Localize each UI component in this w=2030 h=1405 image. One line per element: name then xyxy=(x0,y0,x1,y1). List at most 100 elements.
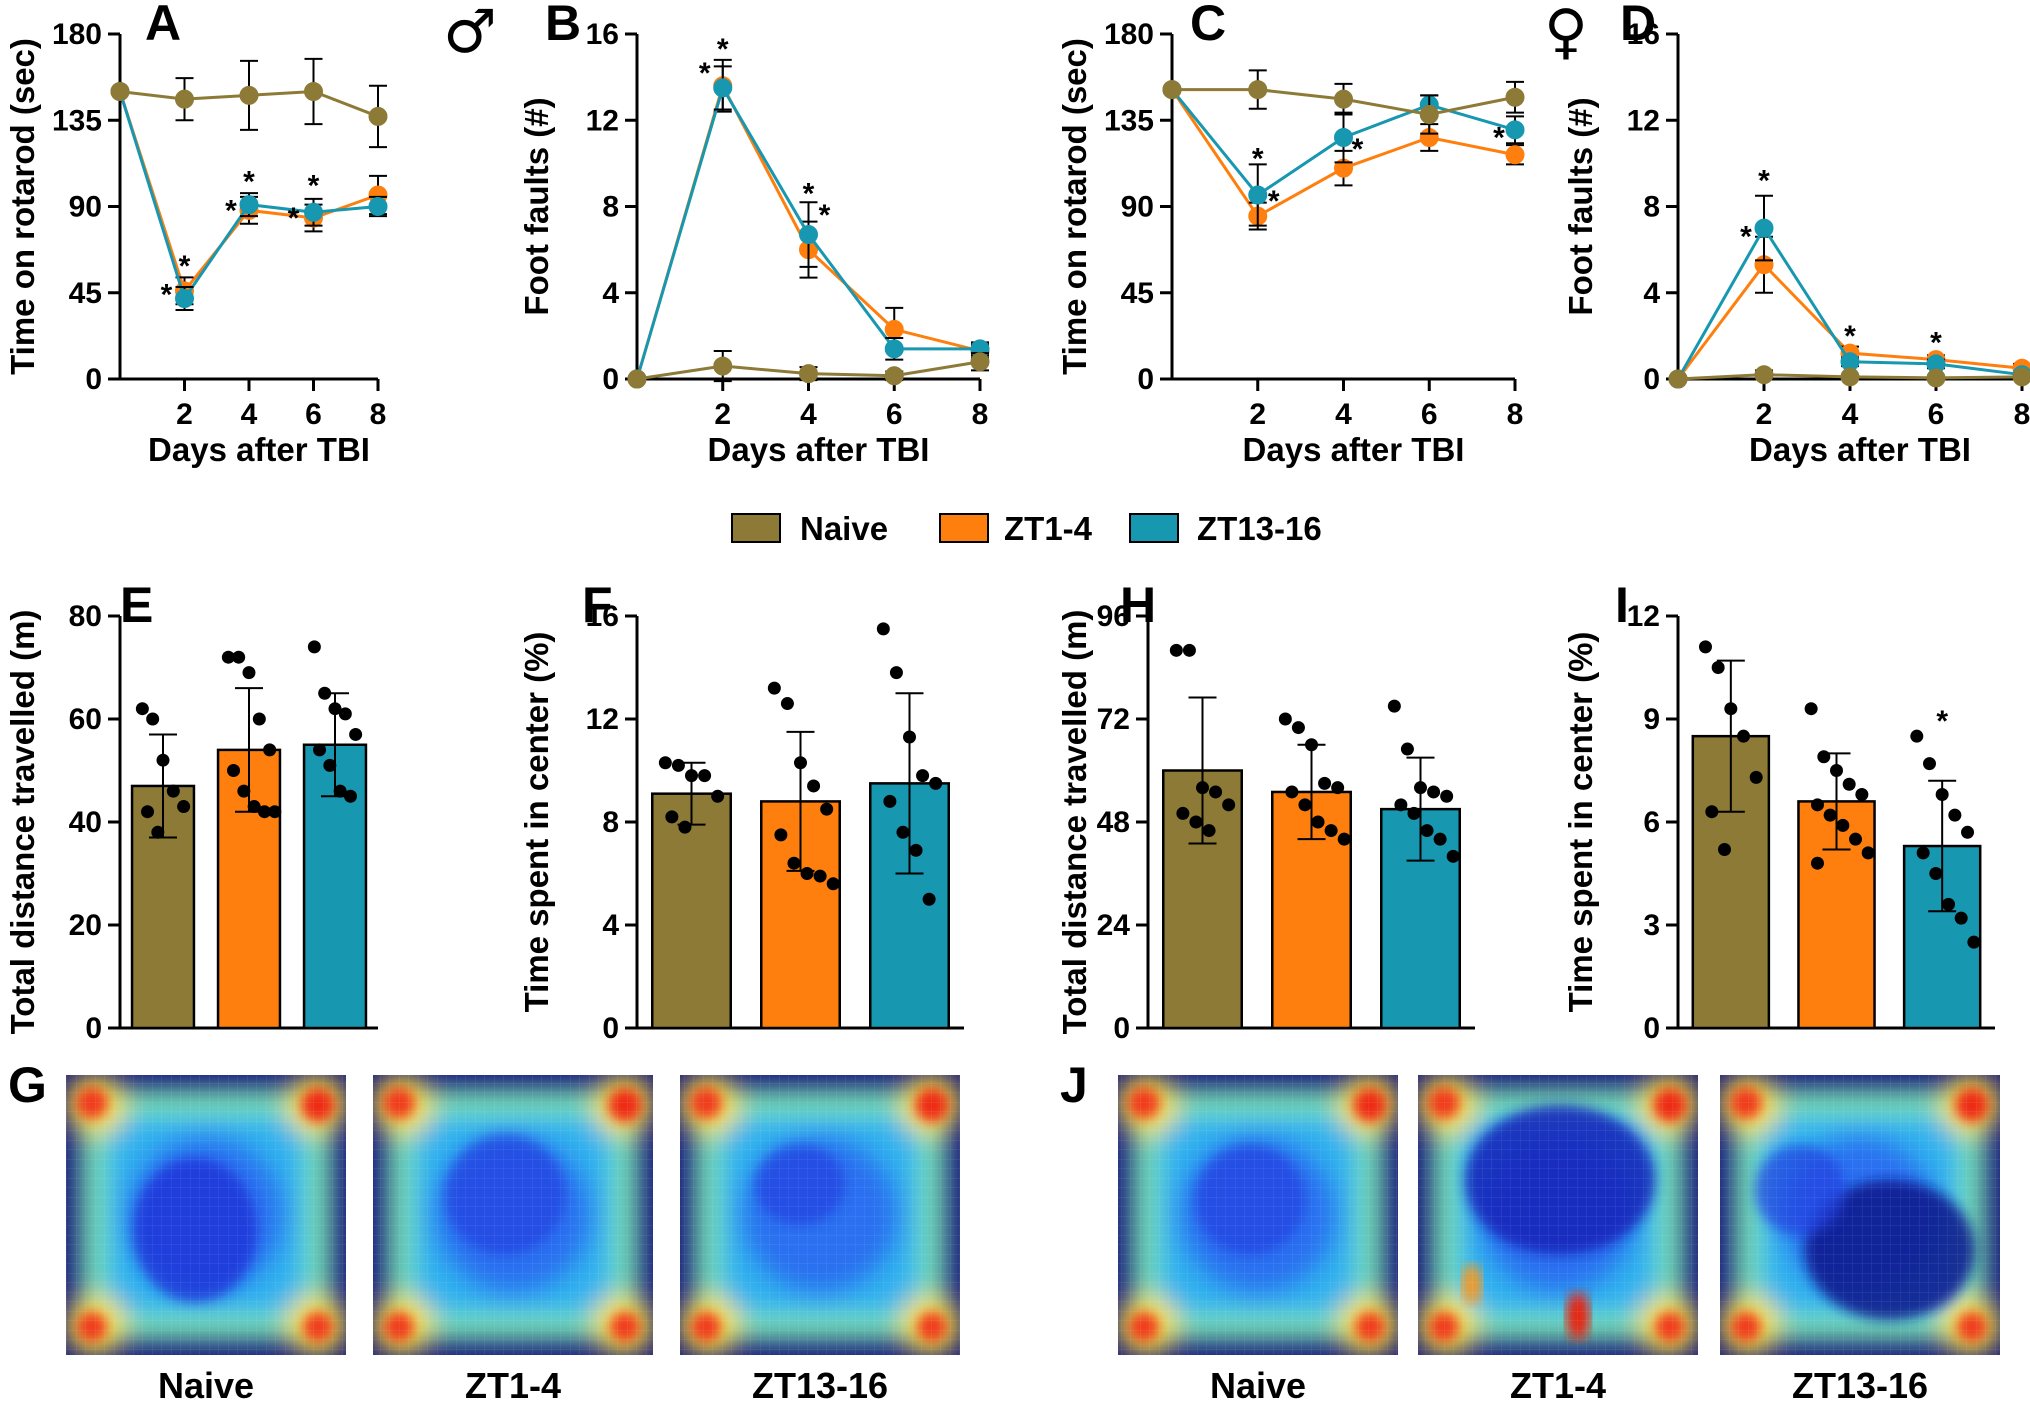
individual-point xyxy=(1724,702,1738,716)
individual-point xyxy=(1414,781,1427,795)
heatmap-naive-female xyxy=(1118,1075,1398,1355)
y-tick-label: 4 xyxy=(602,277,619,310)
y-tick-label: 96 xyxy=(1097,600,1130,633)
significance-star: * xyxy=(1268,185,1280,218)
panel-label-D: D xyxy=(1620,0,1656,51)
individual-point xyxy=(1427,785,1441,799)
data-point xyxy=(1505,120,1525,140)
heatmap-zt1-4-male xyxy=(373,1075,653,1355)
y-tick-label: 8 xyxy=(1643,191,1660,224)
individual-point xyxy=(1394,798,1408,812)
individual-point xyxy=(909,843,923,857)
data-point xyxy=(175,289,194,308)
legend-label-zt1-4: ZT1-4 xyxy=(1004,510,1093,547)
significance-star: * xyxy=(803,178,815,211)
individual-point xyxy=(896,825,910,839)
y-tick-label: 90 xyxy=(69,191,102,224)
individual-point xyxy=(263,743,277,757)
legend-label-naive: Naive xyxy=(800,510,888,547)
y-tick-label: 0 xyxy=(1643,363,1660,396)
individual-point xyxy=(1929,867,1943,880)
panel-e: E 0 20 40 60 80 Total distance travelled (m) xyxy=(4,577,378,1045)
data-point xyxy=(1840,367,1860,387)
panel-label-C: C xyxy=(1190,0,1226,51)
individual-point xyxy=(318,686,332,700)
x-tick-label: 4 xyxy=(241,398,258,431)
male-symbol: ♂ xyxy=(443,0,497,67)
panel-label-J: J xyxy=(1060,1057,1088,1113)
bar-group-naive xyxy=(1162,643,1243,1030)
y-tick-label: 60 xyxy=(69,703,102,736)
individual-point xyxy=(1433,832,1447,846)
individual-point xyxy=(1298,798,1312,812)
data-point xyxy=(713,78,733,98)
individual-point xyxy=(1749,770,1763,784)
bar-group-naive xyxy=(651,756,732,1030)
x-tick-label: 8 xyxy=(2014,398,2030,431)
data-point xyxy=(799,225,818,245)
y-tick-label: 0 xyxy=(602,363,619,396)
individual-point xyxy=(1182,643,1196,657)
panel-label-E: E xyxy=(120,577,153,633)
individual-point xyxy=(313,743,327,757)
y-tick-label: 4 xyxy=(1643,277,1660,310)
individual-point xyxy=(1942,897,1956,911)
individual-point xyxy=(1176,806,1190,820)
y-tick-label: 80 xyxy=(69,600,102,633)
data-point xyxy=(1162,80,1182,100)
significance-star: * xyxy=(1930,326,1942,359)
data-point xyxy=(110,82,130,101)
individual-point xyxy=(247,800,261,814)
individual-point xyxy=(665,810,679,824)
individual-point xyxy=(257,805,271,819)
individual-point xyxy=(1830,764,1843,777)
panel-label-A: A xyxy=(145,0,181,51)
x-tick-label: 8 xyxy=(972,398,989,431)
individual-point xyxy=(889,666,903,680)
individual-point xyxy=(1935,788,1949,802)
significance-star: * xyxy=(288,202,300,235)
individual-point xyxy=(307,640,321,654)
heatmap-zt13-16-female xyxy=(1720,1075,2000,1355)
y-tick-label: 180 xyxy=(1104,18,1154,51)
individual-point xyxy=(1331,781,1345,795)
individual-point xyxy=(1318,776,1332,790)
significance-star: * xyxy=(717,33,729,66)
data-point xyxy=(884,319,904,339)
individual-point xyxy=(1910,729,1924,743)
data-point xyxy=(1754,365,1774,385)
data-point xyxy=(239,195,259,215)
heatmap-label-zt13-16-male: ZT13-16 xyxy=(752,1365,888,1405)
individual-point xyxy=(1169,643,1183,657)
y-tick-label: 0 xyxy=(602,1012,619,1045)
y-tick-label: 45 xyxy=(69,277,102,310)
legend-swatch-naive xyxy=(731,513,781,543)
individual-point xyxy=(922,892,936,906)
individual-point xyxy=(328,702,342,716)
individual-point xyxy=(1202,824,1216,838)
data-point xyxy=(2012,367,2030,387)
series-naive xyxy=(1668,365,2030,389)
y-axis-title: Time on rotarod (sec) xyxy=(4,38,41,375)
y-tick-label: 16 xyxy=(586,600,619,633)
individual-point xyxy=(1400,742,1414,756)
y-tick-label: 72 xyxy=(1097,703,1130,736)
panel-f: F 0 4 8 12 16 Time spent in center (%) xyxy=(518,577,964,1045)
individual-point xyxy=(711,789,725,803)
x-axis-title: Days after TBI xyxy=(148,431,370,468)
x-tick-label: 6 xyxy=(886,398,903,431)
heatmap-label-zt1-4-male: ZT1-4 xyxy=(465,1365,561,1405)
significance-star: * xyxy=(1252,143,1264,176)
individual-point xyxy=(1861,846,1875,860)
panel-label-I: I xyxy=(1615,577,1629,633)
data-point xyxy=(1248,80,1268,100)
individual-point xyxy=(1407,806,1421,820)
individual-point xyxy=(800,867,814,880)
individual-point xyxy=(1810,798,1824,812)
bar-group-zt13-16 xyxy=(1902,729,1982,1030)
individual-point xyxy=(232,650,246,664)
individual-point xyxy=(929,776,943,790)
significance-star: * xyxy=(308,169,320,202)
bar-group-zt13-16 xyxy=(869,622,950,1030)
bar-group-zt1-4 xyxy=(1797,702,1876,1030)
